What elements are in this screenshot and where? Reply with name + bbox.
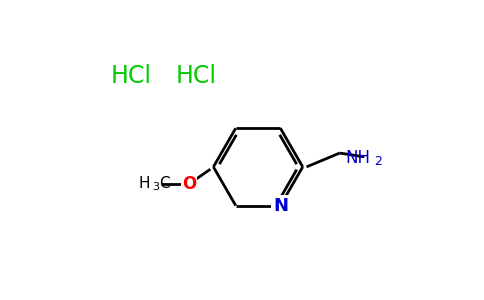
Text: HCl: HCl (176, 64, 217, 88)
Text: H: H (139, 176, 150, 190)
Text: N: N (273, 196, 288, 214)
Text: HCl: HCl (110, 64, 151, 88)
Text: 3: 3 (152, 182, 160, 192)
Text: NH: NH (346, 149, 370, 167)
Text: 2: 2 (374, 155, 382, 168)
Text: O: O (182, 175, 196, 193)
Text: C: C (159, 176, 169, 190)
